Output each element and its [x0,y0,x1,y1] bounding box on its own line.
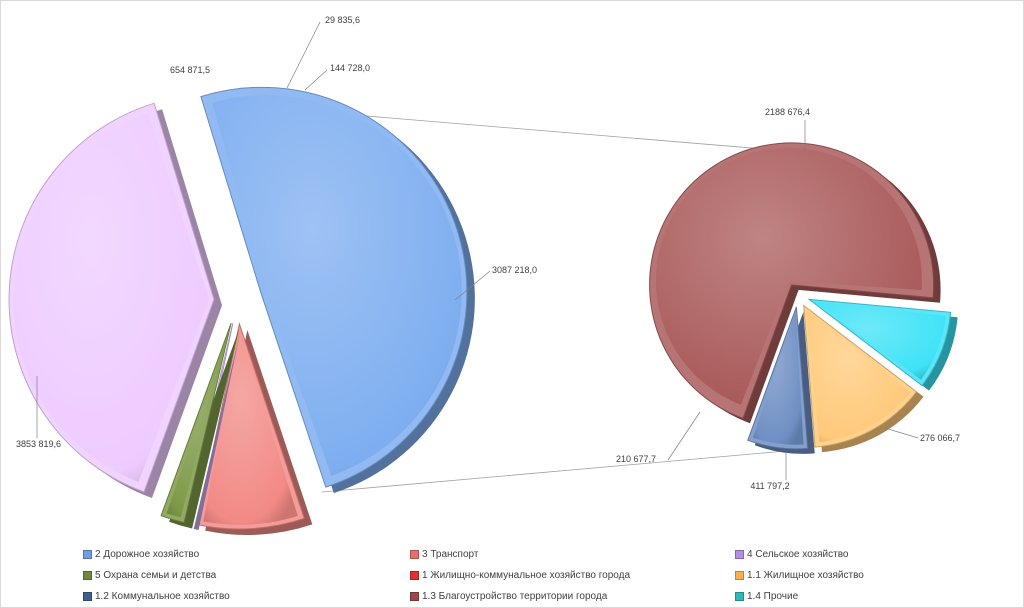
legend-label: 1.1 Жилищное хозяйство [747,570,864,581]
data-label-sub-0: 2188 676,4 [765,107,810,117]
legend-swatch [83,550,92,559]
sub-slice-0 [655,147,922,405]
data-label-main-2-leader [286,21,321,89]
sub-slice-1 [813,301,946,380]
legend-label: 4 Сельское хозяйство [747,549,849,560]
data-label-main-0: 3853 819,6 [16,439,61,449]
data-label-sub-1-leader [884,427,919,439]
legend-swatch [83,571,92,580]
legend-swatch [410,592,419,601]
data-label-sub-2: 411 797,2 [750,481,789,491]
data-label-sub-1: 276 066,7 [920,433,960,443]
secondary-pie [649,142,958,454]
sub-slice-2 [806,309,910,443]
legend-item-0: 2 Дорожное хозяйство [83,549,199,560]
legend-label: 1.2 Коммунальное хозяйство [95,591,230,602]
legend-swatch [410,550,419,559]
data-label-main-4: 3087 218,0 [492,265,537,275]
data-label-sub-3-leader [667,411,701,461]
legend-label: 1.3 Благоустройство территории города [422,591,608,602]
main-slice-depth-2 [193,329,241,530]
legend-item-5: 1.1 Жилищное хозяйство [735,570,864,581]
legend-item-4: 1 Жилищно-коммунальное хозяйство города [410,570,630,581]
legend-swatch [735,550,744,559]
sub-slice-3 [752,311,804,445]
main-slice-rim-3 [160,322,232,524]
legend-item-3: 5 Охрана семьи и детства [83,570,216,581]
data-label-main-4-leader [454,270,491,301]
legend-item-1: 3 Транспорт [410,549,478,560]
main-pie [8,86,475,535]
connector-line-top [317,111,801,153]
legend-item-8: 1.4 Прочие [735,591,798,602]
connector-lines [317,111,801,493]
connector-line-bottom [321,450,787,493]
main-slice-3 [166,327,230,518]
data-label-main-1: 654 871,5 [170,65,210,75]
data-label-main-3: 144 728,0 [330,63,370,73]
data-labels: 3853 819,6 654 871,5 29 835,6 144 728,0 3087… [16,15,960,491]
data-label-main-2: 29 835,6 [325,15,360,25]
main-slice-1 [203,328,298,525]
legend-item-7: 1.3 Благоустройство территории города [410,591,607,602]
data-label-sub-3: 210 677,7 [616,454,656,464]
legend-label: 1 Жилищно-коммунальное хозяйство города [422,570,631,581]
legend-item-6: 1.2 Коммунальное хозяйство [83,591,230,602]
main-slice-4 [13,113,210,482]
legend-swatch [83,592,92,601]
legend-label: 3 Транспорт [422,549,479,560]
legend-swatch [735,571,744,580]
legend-swatch [735,592,744,601]
legend-label: 2 Дорожное хозяйство [95,549,200,560]
data-label-main-3-leader [304,69,328,91]
legend-label: 1.4 Прочие [747,591,799,602]
legend-swatch [410,571,419,580]
legend-label: 5 Охрана семьи и детства [95,570,217,581]
legend-item-2: 4 Сельское хозяйство [735,549,849,560]
main-slice-0 [212,95,462,476]
